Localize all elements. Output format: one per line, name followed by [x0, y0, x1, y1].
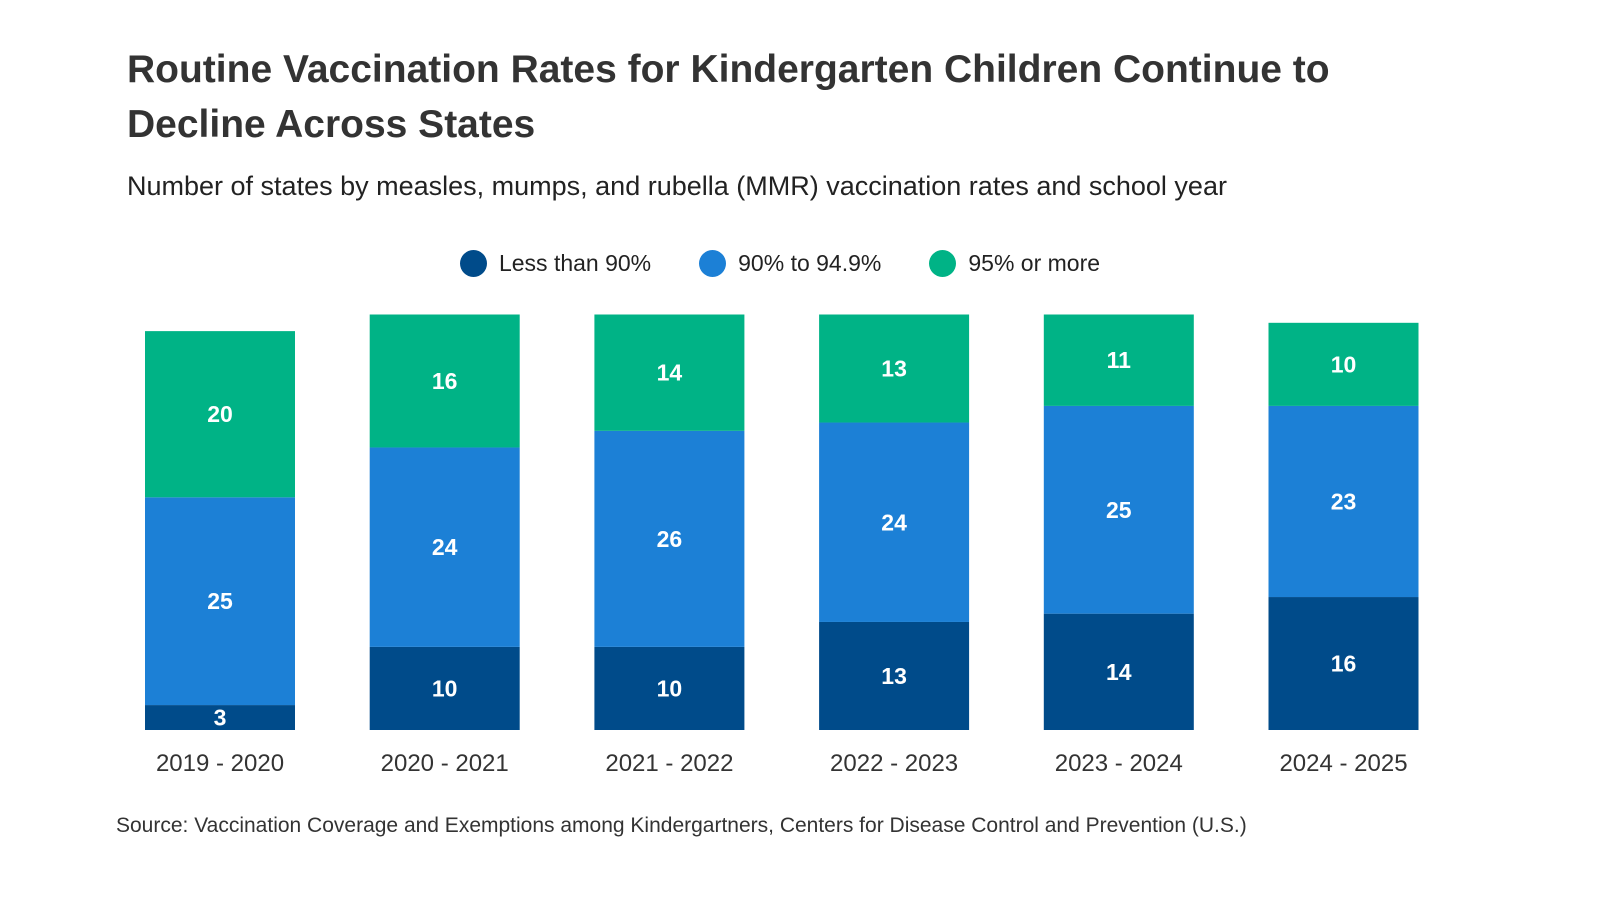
bar-segment [369, 447, 520, 647]
legend-item-90-to-94-9: 90% to 94.9% [699, 250, 881, 277]
bar-segment [594, 430, 745, 647]
data-label: 14 [1106, 659, 1132, 685]
data-label: 10 [657, 675, 683, 701]
legend-swatch [929, 250, 957, 277]
data-label: 26 [657, 526, 683, 552]
legend-label: 90% to 94.9% [738, 250, 882, 276]
data-label: 24 [432, 534, 458, 560]
x-tick-label: 2022 - 2023 [830, 750, 958, 777]
data-label: 3 [214, 705, 227, 731]
x-tick-label: 2023 - 2024 [1055, 750, 1183, 777]
bar-segment [819, 314, 970, 423]
data-label: 10 [1331, 351, 1357, 377]
data-label: 13 [881, 663, 907, 689]
bar-segment [369, 646, 520, 730]
bar-segment [145, 497, 295, 706]
legend-label: Less than 90% [498, 250, 652, 276]
x-tick-label: 2024 - 2025 [1279, 750, 1407, 777]
x-tick-label: 2020 - 2021 [381, 750, 509, 777]
data-label: 13 [881, 356, 907, 382]
source-note: Source: Vaccination Coverage and Exempti… [116, 814, 1247, 837]
bar-segment [1043, 405, 1194, 614]
data-label: 23 [1331, 488, 1357, 514]
data-label: 10 [432, 675, 458, 701]
bar-segment [1043, 613, 1194, 730]
data-label: 25 [207, 588, 233, 614]
legend: Less than 90% 90% to 94.9% 95% or more [0, 250, 1560, 277]
bar-segment [1268, 405, 1419, 598]
data-label: 20 [207, 401, 233, 427]
x-tick-label: 2019 - 2020 [156, 750, 284, 777]
bar-segment [1268, 597, 1419, 730]
data-label: 14 [657, 360, 683, 386]
bar-segment [145, 331, 295, 498]
bar-segment [594, 314, 745, 431]
bar-segment [594, 646, 745, 730]
data-label: 16 [1331, 651, 1357, 677]
bar-segment [1268, 322, 1419, 406]
bar-segment [1043, 314, 1194, 406]
chart-title: Routine Vaccination Rates for Kindergart… [127, 48, 1330, 146]
data-label: 16 [432, 368, 458, 394]
legend-swatch [699, 250, 727, 277]
data-label: 11 [1107, 347, 1132, 373]
legend-label: 95% or more [968, 250, 1101, 276]
bar-segment [369, 314, 520, 448]
chart-subtitle: Number of states by measles, mumps, and … [127, 171, 1227, 201]
legend-swatch [459, 250, 487, 277]
x-tick-label: 2021 - 2022 [605, 750, 733, 777]
legend-item-less-than-90: Less than 90% [459, 250, 652, 277]
bar-segment [145, 705, 295, 730]
bar-segment [819, 422, 970, 622]
bar-segment [819, 621, 970, 730]
data-label: 24 [881, 509, 907, 535]
data-label: 25 [1106, 497, 1132, 523]
legend-item-95-or-more: 95% or more [929, 250, 1100, 277]
